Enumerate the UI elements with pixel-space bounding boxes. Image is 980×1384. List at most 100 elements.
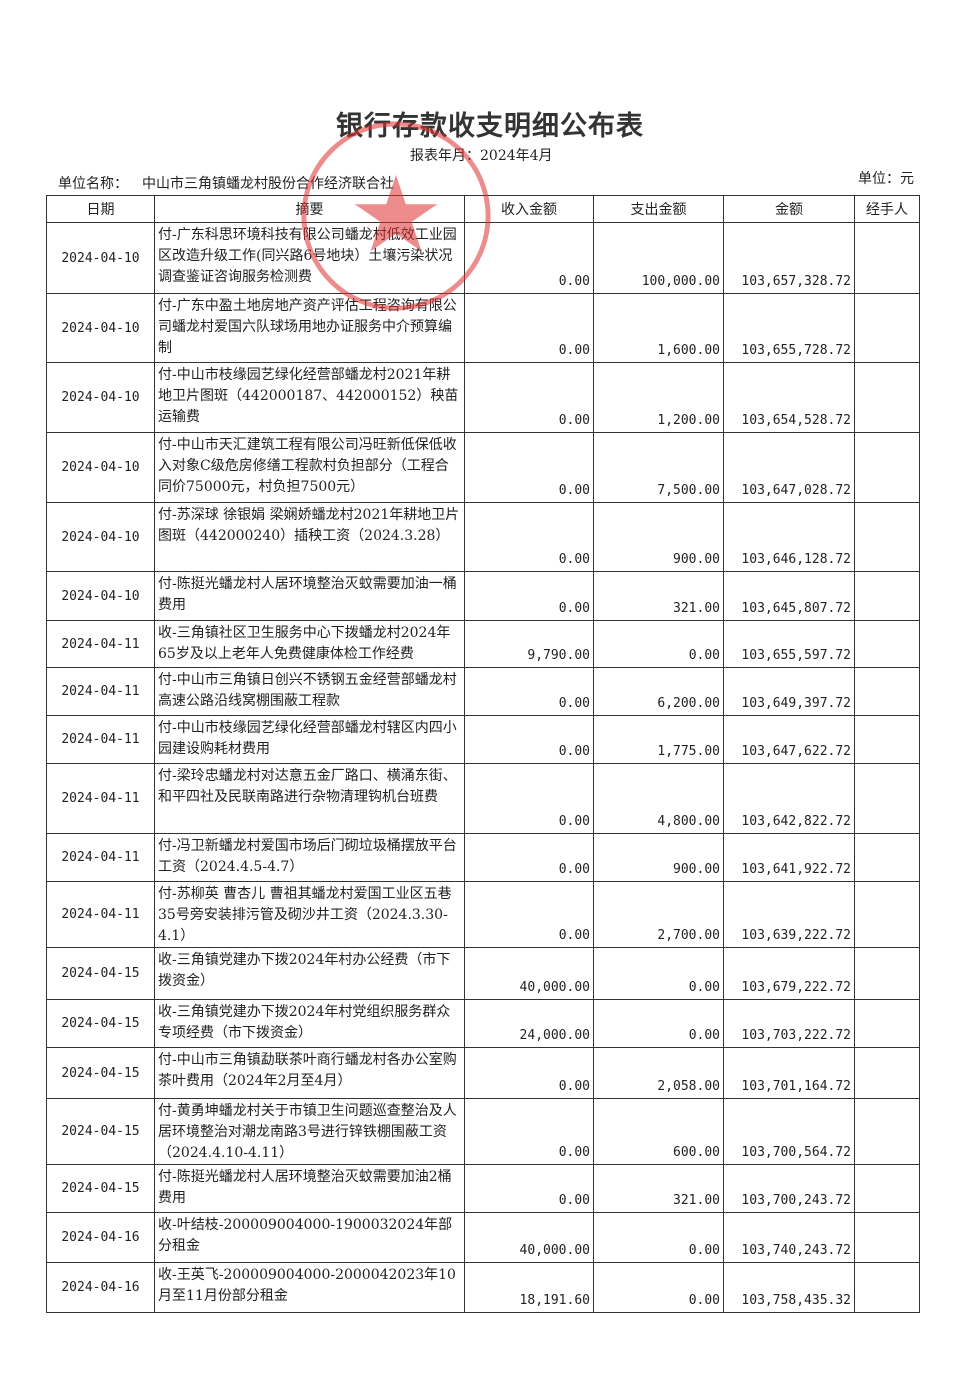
row-income: 0.00 — [464, 222, 594, 294]
row-date: 2024-04-11 — [46, 763, 155, 834]
row-income: 0.00 — [464, 362, 594, 433]
row-expense: 0.00 — [593, 1262, 724, 1313]
row-expense: 0.00 — [593, 999, 724, 1048]
report-period: 报表年月：2024年4月 — [410, 148, 553, 164]
table-row: 2024-04-15 付-黄勇坤蟠龙村关于市镇卫生问题巡查整治及人居环境整治对潮龙… — [46, 1098, 920, 1165]
row-income: 0.00 — [464, 881, 594, 948]
row-description: 收-三角镇党建办下拨2024年村党组织服务群众专项经费（市下拨资金） — [154, 999, 465, 1048]
row-balance: 103,645,807.72 — [723, 571, 855, 621]
row-description: 付-黄勇坤蟠龙村关于市镇卫生问题巡查整治及人居环境整治对潮龙南路3号进行锌铁棚围… — [154, 1098, 465, 1165]
col-desc: 摘要 — [154, 195, 465, 223]
col-handler: 经手人 — [854, 195, 920, 223]
row-expense: 321.00 — [593, 1164, 724, 1213]
row-description: 收-王英飞-200009004000-2000042023年10月至11月份部分… — [154, 1262, 465, 1313]
row-balance: 103,649,397.72 — [723, 667, 855, 716]
table-header: 日期 摘要 收入金额 支出金额 金额 经手人 — [46, 195, 920, 223]
table-row: 2024-04-11 付-中山市枝缘园艺绿化经营部蟠龙村辖区内四小园建设购耗材费用… — [46, 715, 920, 764]
row-description: 付-陈挺光蟠龙村人居环境整治灭蚊需要加油2桶费用 — [154, 1164, 465, 1213]
row-date: 2024-04-11 — [46, 620, 155, 668]
table-row: 2024-04-10 付-陈挺光蟠龙村人居环境整治灭蚊需要加油一桶费用 0.00 32… — [46, 571, 920, 621]
row-handler — [854, 763, 920, 834]
unit-name: 单位名称： 中山市三角镇蟠龙村股份合作经济联合社 — [58, 173, 408, 193]
row-balance: 103,700,243.72 — [723, 1164, 855, 1213]
row-date: 2024-04-15 — [46, 999, 155, 1048]
row-handler — [854, 715, 920, 764]
row-handler — [854, 999, 920, 1048]
row-handler — [854, 620, 920, 668]
row-balance: 103,641,922.72 — [723, 833, 855, 882]
row-balance: 103,655,597.72 — [723, 620, 855, 668]
col-expense: 支出金额 — [593, 195, 724, 223]
row-date: 2024-04-11 — [46, 667, 155, 716]
row-description: 付-陈挺光蟠龙村人居环境整治灭蚊需要加油一桶费用 — [154, 571, 465, 621]
row-income: 0.00 — [464, 715, 594, 764]
row-description: 付-苏深球 徐银娟 梁娴娇蟠龙村2021年耕地卫片图斑（442000240）插秧… — [154, 502, 465, 572]
unit-name-label: 单位名称： — [58, 176, 128, 192]
row-date: 2024-04-10 — [46, 432, 155, 503]
row-handler — [854, 833, 920, 882]
row-handler — [854, 667, 920, 716]
row-handler — [854, 222, 920, 294]
row-income: 40,000.00 — [464, 1212, 594, 1263]
unit-name-value: 中山市三角镇蟠龙村股份合作经济联合社 — [142, 176, 394, 192]
table-row: 2024-04-16 收-王英飞-200009004000-2000042023年… — [46, 1262, 920, 1313]
row-date: 2024-04-16 — [46, 1212, 155, 1263]
row-balance: 103,647,028.72 — [723, 432, 855, 503]
row-description: 付-中山市枝缘园艺绿化经营部蟠龙村辖区内四小园建设购耗材费用 — [154, 715, 465, 764]
row-date: 2024-04-10 — [46, 222, 155, 294]
row-income: 0.00 — [464, 571, 594, 621]
row-expense: 100,000.00 — [593, 222, 724, 294]
row-description: 付-广东科思环境科技有限公司蟠龙村低效工业园区改造升级工作(同兴路6号地块）土壤… — [154, 222, 465, 294]
row-description: 付-中山市枝缘园艺绿化经营部蟠龙村2021年耕地卫片图斑（442000187、4… — [154, 362, 465, 433]
row-handler — [854, 881, 920, 948]
table-row: 2024-04-15 付-陈挺光蟠龙村人居环境整治灭蚊需要加油2桶费用 0.00 32… — [46, 1164, 920, 1213]
row-date: 2024-04-11 — [46, 833, 155, 882]
row-income: 0.00 — [464, 1047, 594, 1099]
row-handler — [854, 293, 920, 363]
row-date: 2024-04-10 — [46, 571, 155, 621]
row-description: 付-中山市三角镇勐联茶叶商行蟠龙村各办公室购茶叶费用（2024年2月至4月） — [154, 1047, 465, 1099]
row-handler — [854, 1047, 920, 1099]
table-row: 2024-04-10 付-广东科思环境科技有限公司蟠龙村低效工业园区改造升级工作(… — [46, 222, 920, 294]
row-description: 付-苏柳英 曹杏儿 曹祖其蟠龙村爱国工业区五巷35号旁安装排污管及砌沙井工资（2… — [154, 881, 465, 948]
row-date: 2024-04-10 — [46, 293, 155, 363]
row-income: 0.00 — [464, 502, 594, 572]
table-row: 2024-04-11 收-三角镇社区卫生服务中心下拨蟠龙村2024年65岁及以上老… — [46, 620, 920, 668]
row-handler — [854, 502, 920, 572]
row-date: 2024-04-11 — [46, 715, 155, 764]
row-date: 2024-04-10 — [46, 362, 155, 433]
table-row: 2024-04-15 收-三角镇党建办下拨2024年村党组织服务群众专项经费（市下… — [46, 999, 920, 1048]
row-date: 2024-04-16 — [46, 1262, 155, 1313]
row-description: 收-三角镇党建办下拨2024年村办公经费（市下拨资金） — [154, 947, 465, 1000]
page-title: 银行存款收支明细公布表 — [336, 111, 644, 142]
row-date: 2024-04-15 — [46, 1098, 155, 1165]
row-expense: 900.00 — [593, 502, 724, 572]
table-row: 2024-04-11 付-中山市三角镇日创兴不锈钢五金经营部蟠龙村高速公路沿线窝棚… — [46, 667, 920, 716]
row-handler — [854, 432, 920, 503]
row-expense: 0.00 — [593, 620, 724, 668]
row-balance: 103,647,622.72 — [723, 715, 855, 764]
row-date: 2024-04-15 — [46, 1047, 155, 1099]
row-income: 0.00 — [464, 667, 594, 716]
col-income: 收入金额 — [464, 195, 594, 223]
row-handler — [854, 362, 920, 433]
row-income: 0.00 — [464, 833, 594, 882]
row-handler — [854, 1098, 920, 1165]
table-row: 2024-04-11 付-梁玲忠蟠龙村对达意五金厂路口、横涌东街、和平四社及民联南… — [46, 763, 920, 834]
row-income: 0.00 — [464, 432, 594, 503]
table-row: 2024-04-11 付-冯卫新蟠龙村爱国市场后门砌垃圾桶摆放平台工资（2024.… — [46, 833, 920, 882]
ledger-table: 日期 摘要 收入金额 支出金额 金额 经手人 2024-04-10 付-广东科思环… — [46, 195, 920, 1313]
row-handler — [854, 571, 920, 621]
row-balance: 103,642,822.72 — [723, 763, 855, 834]
row-balance: 103,654,528.72 — [723, 362, 855, 433]
row-expense: 6,200.00 — [593, 667, 724, 716]
row-balance: 103,700,564.72 — [723, 1098, 855, 1165]
table-row: 2024-04-10 付-中山市天汇建筑工程有限公司冯旺新低保低收入对象C级危房修… — [46, 432, 920, 503]
table-row: 2024-04-10 付-广东中盈土地房地产资产评估工程咨询有限公司蟠龙村爱国六队… — [46, 293, 920, 363]
row-date: 2024-04-11 — [46, 881, 155, 948]
row-balance: 103,740,243.72 — [723, 1212, 855, 1263]
row-expense: 1,600.00 — [593, 293, 724, 363]
row-income: 18,191.60 — [464, 1262, 594, 1313]
row-expense: 7,500.00 — [593, 432, 724, 503]
row-expense: 600.00 — [593, 1098, 724, 1165]
